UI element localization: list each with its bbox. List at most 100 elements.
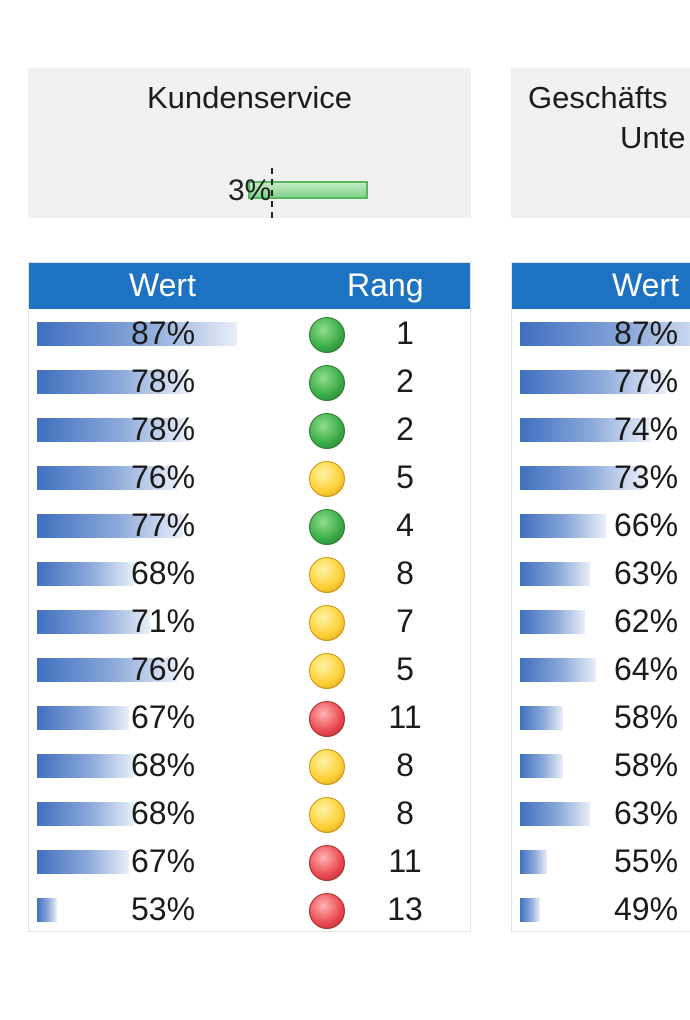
- table-row: 77%: [512, 359, 690, 407]
- column-header-rang: Rang: [347, 267, 424, 303]
- table-row: 62%: [512, 599, 690, 647]
- value-cell: 78%: [131, 411, 196, 447]
- value-databar: [37, 802, 135, 826]
- value-databar: [37, 754, 135, 778]
- value-cell: 68%: [131, 795, 196, 831]
- table-row: 58%: [512, 695, 690, 743]
- table-row: 55%: [512, 839, 690, 887]
- rank-cell: 1: [396, 315, 414, 351]
- status-red-icon: [309, 701, 345, 737]
- value-databar: [520, 370, 666, 394]
- kpi-card-geschaefts: Geschäfts Unte: [511, 68, 690, 218]
- value-databar: [37, 898, 57, 922]
- kpi-progress-bar: [248, 181, 368, 199]
- value-databar: [37, 418, 189, 442]
- value-cell: 73%: [614, 459, 679, 495]
- rank-cell: 5: [396, 459, 414, 495]
- ranking-table-geschaefts: Wert 87% 77% 74% 73% 66% 63% 62% 64% 58% 58% 63% 55…: [511, 262, 690, 932]
- value-databar: [520, 802, 591, 826]
- value-databar: [520, 466, 645, 490]
- status-yellow-icon: [309, 797, 345, 833]
- rank-cell: 7: [396, 603, 414, 639]
- value-cell: 76%: [131, 459, 196, 495]
- value-cell: 87%: [131, 315, 196, 351]
- value-cell: 78%: [131, 363, 196, 399]
- value-cell: 63%: [614, 795, 679, 831]
- rank-cell: 13: [387, 891, 423, 927]
- value-cell: 77%: [131, 507, 196, 543]
- table-row: 73%: [512, 455, 690, 503]
- value-cell: 66%: [614, 507, 679, 543]
- rank-cell: 11: [388, 699, 422, 735]
- status-yellow-icon: [309, 461, 345, 497]
- value-databar: [37, 658, 178, 682]
- rank-cell: 5: [396, 651, 414, 687]
- value-cell: 62%: [614, 603, 679, 639]
- column-header-wert: Wert: [612, 267, 679, 303]
- value-cell: 68%: [131, 555, 196, 591]
- rank-cell: 4: [396, 507, 414, 543]
- value-databar: [520, 610, 585, 634]
- status-green-icon: [309, 317, 345, 353]
- kpi-title-line-1: Geschäfts: [528, 80, 668, 115]
- table-row: 87%: [512, 311, 690, 359]
- value-cell: 74%: [614, 411, 679, 447]
- table-row: 76% 5: [29, 455, 470, 503]
- value-databar: [37, 562, 135, 586]
- value-cell: 87%: [614, 315, 679, 351]
- rank-cell: 11: [388, 843, 422, 879]
- table-row: 63%: [512, 551, 690, 599]
- value-cell: 64%: [614, 651, 679, 687]
- table-row: 53% 13: [29, 887, 470, 935]
- table-row: 77% 4: [29, 503, 470, 551]
- table-row: 78% 2: [29, 407, 470, 455]
- rank-cell: 8: [396, 555, 414, 591]
- value-cell: 71%: [131, 603, 196, 639]
- rank-cell: 2: [396, 363, 414, 399]
- kpi-title-line-2: Unte: [620, 120, 686, 155]
- value-cell: 58%: [614, 699, 679, 735]
- kpi-value: 3%: [228, 174, 272, 207]
- status-red-icon: [309, 893, 345, 929]
- status-red-icon: [309, 845, 345, 881]
- value-cell: 77%: [614, 363, 679, 399]
- kpi-card-kundenservice: Kundenservice 3%: [28, 68, 471, 218]
- status-yellow-icon: [309, 749, 345, 785]
- value-cell: 67%: [131, 699, 196, 735]
- value-cell: 63%: [614, 555, 679, 591]
- table-row: 68% 8: [29, 743, 470, 791]
- value-databar: [520, 754, 564, 778]
- rank-cell: 8: [396, 795, 414, 831]
- table-header: Wert Rang: [29, 263, 470, 309]
- value-databar: [520, 562, 591, 586]
- value-databar: [37, 514, 183, 538]
- kpi-title: Geschäfts Unte: [528, 78, 690, 158]
- rank-cell: 2: [396, 411, 414, 447]
- status-yellow-icon: [309, 557, 345, 593]
- value-databar: [37, 466, 178, 490]
- status-green-icon: [309, 365, 345, 401]
- table-row: 74%: [512, 407, 690, 455]
- column-header-wert: Wert: [129, 267, 196, 303]
- table-row: 76% 5: [29, 647, 470, 695]
- table-row: 58%: [512, 743, 690, 791]
- value-databar: [520, 898, 540, 922]
- table-row: 67% 11: [29, 839, 470, 887]
- value-databar: [37, 706, 129, 730]
- kpi-title: Kundenservice: [146, 80, 353, 115]
- kpi-target-marker: [271, 168, 273, 218]
- table-row: 63%: [512, 791, 690, 839]
- status-green-icon: [309, 413, 345, 449]
- status-green-icon: [309, 509, 345, 545]
- value-databar: [520, 418, 650, 442]
- value-cell: 68%: [131, 747, 196, 783]
- ranking-table-kundenservice: Wert Rang 87% 1 78% 2 78% 2 76% 5 77% 4 68% 8 71% 7 76…: [28, 262, 471, 932]
- table-row: 87% 1: [29, 311, 470, 359]
- status-yellow-icon: [309, 653, 345, 689]
- table-row: 66%: [512, 503, 690, 551]
- value-databar: [520, 850, 547, 874]
- value-cell: 67%: [131, 843, 196, 879]
- value-databar: [520, 658, 596, 682]
- value-cell: 53%: [131, 891, 196, 927]
- value-databar: [37, 370, 189, 394]
